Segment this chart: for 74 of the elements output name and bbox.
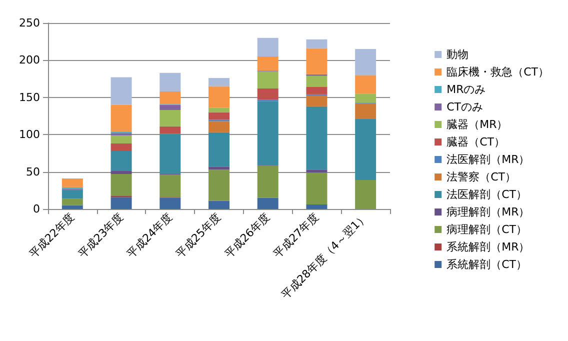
legend-label: 臨床機・救急（CT） bbox=[446, 66, 550, 78]
bar bbox=[257, 166, 278, 198]
legend-label: 病理解剖（CT） bbox=[446, 223, 528, 236]
bar bbox=[160, 134, 181, 174]
bar bbox=[110, 174, 132, 196]
bar bbox=[208, 86, 230, 108]
x-tick-label: 平成26年度 bbox=[222, 210, 272, 261]
bar bbox=[208, 170, 230, 201]
bar bbox=[257, 101, 278, 166]
bar bbox=[355, 94, 376, 103]
y-tick-label: 200 bbox=[19, 54, 40, 67]
bar bbox=[257, 88, 278, 100]
legend-label: 法医解剖（MR） bbox=[446, 153, 530, 166]
bar bbox=[306, 39, 328, 48]
bar bbox=[257, 38, 278, 56]
bar bbox=[110, 197, 132, 209]
bar bbox=[62, 198, 83, 206]
legend-label: 臓器（MR） bbox=[446, 118, 508, 131]
bar bbox=[160, 198, 181, 209]
bar bbox=[110, 144, 132, 151]
bar bbox=[62, 190, 83, 199]
bar bbox=[208, 132, 230, 167]
bar bbox=[160, 174, 181, 198]
bar bbox=[306, 204, 328, 209]
bar bbox=[160, 104, 181, 110]
bar bbox=[208, 200, 230, 209]
bar bbox=[110, 135, 132, 144]
y-tick-label: 0 bbox=[33, 202, 40, 216]
legend-label: 病理解剖（MR） bbox=[446, 206, 530, 218]
legend-label: MRのみ bbox=[446, 83, 486, 96]
legend-label: 系統解剖（CT） bbox=[446, 258, 528, 271]
bar bbox=[160, 110, 181, 126]
bar bbox=[355, 75, 376, 94]
legend-label: 法医解剖（CT） bbox=[446, 188, 528, 201]
bar bbox=[208, 121, 230, 132]
bar bbox=[257, 71, 278, 88]
bar bbox=[355, 180, 376, 209]
bar bbox=[110, 171, 132, 174]
x-tick-label: 平成25年度 bbox=[173, 210, 224, 261]
bar bbox=[306, 48, 328, 74]
bar bbox=[110, 77, 132, 105]
bar bbox=[355, 118, 376, 180]
legend-label: 系統解剖（MR） bbox=[446, 240, 530, 254]
bar bbox=[160, 126, 181, 134]
bar bbox=[306, 76, 328, 87]
bar bbox=[306, 106, 328, 170]
bar bbox=[160, 91, 181, 104]
y-tick-label: 150 bbox=[19, 90, 40, 104]
legend-label: 動物 bbox=[446, 48, 469, 61]
legend-label: CTのみ bbox=[446, 100, 484, 114]
bar bbox=[62, 178, 83, 188]
bar bbox=[110, 104, 132, 132]
bar bbox=[208, 112, 230, 120]
bar bbox=[110, 150, 132, 172]
bar bbox=[208, 166, 230, 170]
y-tick-label: 50 bbox=[26, 165, 40, 178]
bar bbox=[62, 205, 83, 209]
bar bbox=[160, 72, 181, 92]
bar bbox=[306, 170, 328, 173]
x-tick-label: 平成24年度 bbox=[124, 210, 175, 261]
bar bbox=[257, 198, 278, 209]
legend-label: 臓器（CT） bbox=[446, 136, 506, 148]
y-tick-label: 250 bbox=[19, 16, 40, 30]
y-tick-label: 100 bbox=[19, 128, 40, 142]
legend-label: 法警察（CT） bbox=[446, 170, 516, 184]
bar bbox=[208, 78, 230, 86]
bar bbox=[355, 49, 376, 76]
bar bbox=[355, 103, 376, 119]
bar bbox=[257, 56, 278, 71]
bar bbox=[306, 86, 328, 94]
bar bbox=[306, 172, 328, 205]
bar bbox=[208, 108, 230, 112]
x-tick-label: 平成23年度 bbox=[76, 210, 126, 261]
bar bbox=[306, 96, 328, 106]
